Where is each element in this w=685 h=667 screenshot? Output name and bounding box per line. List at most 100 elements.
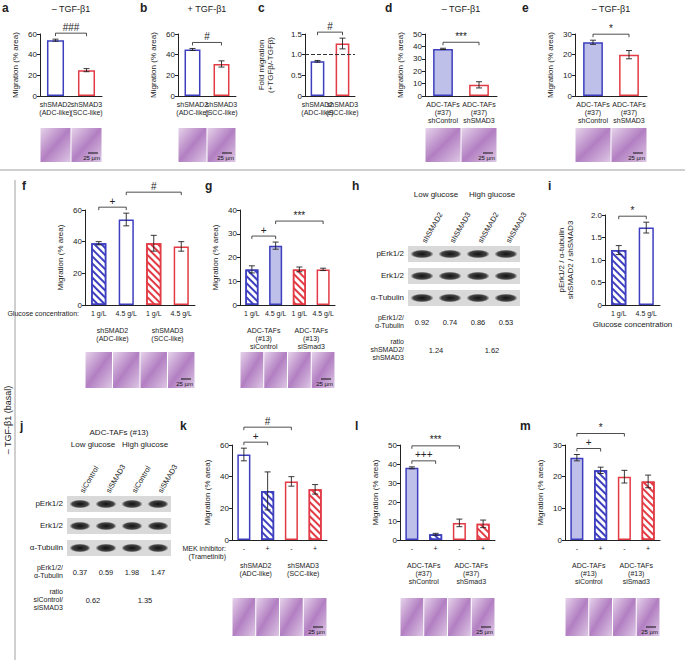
svg-text:shControl: shControl (409, 578, 439, 585)
svg-text:siControl: siControl (575, 578, 603, 585)
svg-text:30: 30 (228, 229, 237, 238)
svg-text:shSMAD3: shSMAD3 (71, 101, 103, 108)
svg-text:#: # (204, 31, 210, 42)
svg-text:Migration (% area): Migration (% area) (56, 224, 65, 290)
svg-text:10: 10 (228, 277, 237, 286)
svg-text:pErk1/2 / α-tubulin: pErk1/2 / α-tubulin (557, 227, 566, 292)
svg-text:1 g/L: 1 g/L (611, 310, 627, 318)
svg-text:0.5: 0.5 (291, 71, 303, 80)
svg-text:20: 20 (228, 253, 237, 262)
svg-text:siControl: siControl (250, 343, 278, 350)
svg-text:c: c (258, 1, 265, 15)
svg-text:(SCC-like): (SCC-like) (287, 570, 319, 578)
svg-text:0: 0 (171, 92, 176, 101)
svg-text:4.5 g/L: 4.5 g/L (312, 310, 334, 318)
svg-text:Migration (% area): Migration (% area) (396, 32, 405, 98)
svg-text:10: 10 (563, 71, 572, 80)
svg-text:shSMAD3: shSMAD3 (327, 101, 359, 108)
svg-text:Migration (% area): Migration (% area) (546, 32, 555, 98)
svg-text:20: 20 (553, 472, 562, 481)
svg-text:e: e (522, 1, 529, 15)
svg-text:20: 20 (413, 67, 422, 76)
svg-text:25 µm: 25 µm (641, 629, 658, 635)
svg-text:shSMAD2 / shSMAD3: shSMAD2 / shSMAD3 (566, 220, 575, 299)
svg-text:shSMAD3: shSMAD3 (287, 562, 319, 569)
svg-text:Migration (% area): Migration (% area) (11, 32, 20, 98)
svg-text:0: 0 (418, 92, 423, 101)
svg-text:ADC-TAFs: ADC-TAFs (462, 101, 496, 108)
svg-text:Migration (% area): Migration (% area) (536, 459, 545, 525)
svg-text:shSMAD2: shSMAD2 (40, 101, 72, 108)
svg-text:25 µm: 25 µm (83, 155, 100, 161)
svg-text:*: * (631, 205, 635, 216)
svg-text:shSMAD3: shSMAD3 (463, 117, 495, 124)
svg-text:#: # (151, 181, 157, 192)
svg-text:j: j (19, 419, 23, 433)
svg-text:20: 20 (220, 504, 229, 513)
svg-text:(#13): (#13) (256, 335, 272, 343)
svg-text:40: 40 (220, 472, 229, 481)
svg-text:20: 20 (73, 269, 82, 278)
svg-text:2.0: 2.0 (591, 211, 603, 220)
svg-text:(#13): (#13) (303, 335, 319, 343)
svg-text:h: h (352, 179, 359, 193)
svg-text:4.5 g/L: 4.5 g/L (265, 310, 287, 318)
svg-text:50: 50 (413, 30, 422, 39)
svg-text:1.5: 1.5 (591, 233, 603, 242)
svg-text:1 g/L: 1 g/L (292, 310, 308, 318)
svg-text:0: 0 (558, 536, 563, 545)
svg-text:+: + (646, 545, 650, 552)
svg-text:shSMAD2: shSMAD2 (97, 327, 129, 334)
svg-text:###: ### (63, 22, 80, 33)
svg-text:+: + (110, 196, 116, 207)
svg-text:+: + (481, 545, 485, 552)
svg-text:+: + (253, 431, 259, 442)
svg-text:25 µm: 25 µm (308, 629, 325, 635)
svg-text:1.0: 1.0 (591, 256, 603, 265)
svg-text:k: k (180, 419, 187, 433)
svg-text:***: *** (430, 434, 442, 445)
svg-text:(SCC-like): (SCC-like) (326, 109, 358, 117)
svg-text:Migration (% area): Migration (% area) (371, 459, 380, 525)
svg-text:10: 10 (388, 517, 397, 526)
svg-text:+: + (599, 545, 603, 552)
svg-text:– TGF-β1 (basal): – TGF-β1 (basal) (3, 386, 13, 455)
svg-text:25 µm: 25 µm (217, 155, 234, 161)
svg-text:0: 0 (33, 92, 38, 101)
svg-text:(ADC-like): (ADC-like) (39, 109, 71, 117)
svg-text:b: b (140, 1, 147, 15)
svg-text:1.5: 1.5 (291, 30, 303, 39)
svg-text:shSMAD3: shSMAD3 (613, 117, 645, 124)
svg-text:25 µm: 25 µm (476, 629, 493, 635)
svg-text:40: 40 (388, 460, 397, 469)
svg-text:0: 0 (78, 301, 83, 310)
svg-text:#: # (265, 416, 271, 427)
svg-text:shSMAD2: shSMAD2 (177, 101, 209, 108)
svg-text:(#13): (#13) (581, 570, 597, 578)
svg-text:(#37): (#37) (621, 109, 637, 117)
svg-text:(#37): (#37) (471, 109, 487, 117)
svg-text:+ TGF-β1: + TGF-β1 (188, 4, 227, 14)
svg-text:-: - (576, 545, 579, 552)
svg-text:(#37): (#37) (435, 109, 451, 117)
svg-text:shControl: shControl (578, 117, 608, 124)
svg-text:shSMAD3: shSMAD3 (206, 101, 238, 108)
svg-text:*: * (599, 422, 603, 433)
svg-text:+: + (313, 545, 317, 552)
svg-text:60: 60 (220, 441, 229, 450)
svg-text:Glucose concentration:: Glucose concentration: (7, 310, 79, 317)
svg-text:Migration (% area): Migration (% area) (211, 224, 220, 290)
svg-text:4.5 g/L: 4.5 g/L (116, 310, 138, 318)
svg-text:#: # (327, 21, 333, 32)
svg-text:0: 0 (233, 301, 238, 310)
svg-text:4.5 g/L: 4.5 g/L (636, 310, 658, 318)
svg-text:+: + (261, 225, 267, 236)
svg-text:ADC-TAFs: ADC-TAFs (620, 562, 654, 569)
svg-text:f: f (22, 179, 27, 193)
svg-text:40: 40 (228, 206, 237, 215)
svg-text:+: + (586, 437, 592, 448)
svg-text:0: 0 (298, 92, 303, 101)
svg-text:l: l (355, 419, 358, 433)
svg-text:(#13): (#13) (628, 570, 644, 578)
svg-text:(#37): (#37) (585, 109, 601, 117)
